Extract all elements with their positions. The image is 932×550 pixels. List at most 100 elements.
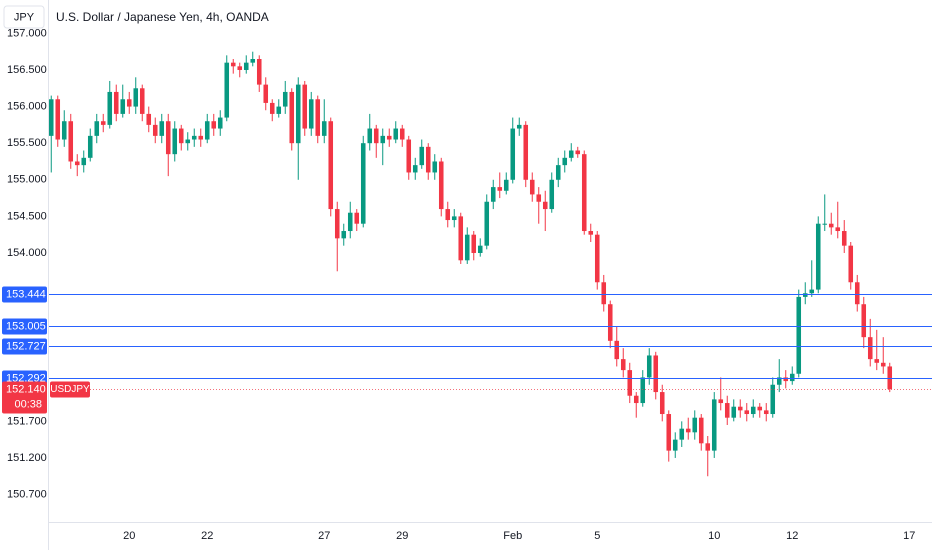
level-label-box	[2, 318, 47, 335]
candle-body	[503, 179, 509, 191]
candle-body	[763, 410, 769, 415]
candle-body	[204, 121, 210, 140]
currency-box[interactable]	[3, 5, 45, 29]
y-tick-label: 151.700	[7, 415, 47, 427]
candle-body	[321, 121, 327, 136]
candle-body	[243, 62, 249, 70]
candle-body	[692, 417, 698, 433]
candle-body	[133, 88, 139, 107]
candle-body	[536, 194, 542, 202]
candle-body	[666, 414, 672, 451]
candle-body	[497, 187, 503, 191]
candle-body	[640, 377, 646, 404]
candle-body	[581, 154, 587, 232]
candle-body	[672, 439, 678, 451]
candle-body	[445, 209, 451, 221]
candle-body	[185, 139, 191, 144]
candle-body	[861, 304, 867, 338]
candle-body	[386, 135, 392, 140]
candle-body	[471, 234, 477, 253]
candle-body	[796, 296, 802, 374]
candle-body	[731, 406, 737, 418]
candle-body	[393, 128, 399, 140]
candle-body	[139, 88, 145, 114]
chart-title: U.S. Dollar / Japanese Yen, 4h, OANDA	[56, 10, 269, 24]
candle-body	[601, 282, 607, 305]
candle-body	[61, 121, 67, 140]
candle-body	[55, 99, 61, 140]
y-tick-label: 156.500	[7, 64, 47, 76]
candle-body	[562, 157, 568, 166]
level-label-box	[2, 338, 47, 355]
candle-body	[750, 406, 756, 415]
candle-body	[367, 128, 373, 144]
candle-body	[542, 201, 548, 210]
x-tick-label: 22	[201, 530, 213, 542]
y-tick-label: 155.000	[7, 174, 47, 186]
candle-body	[302, 84, 308, 129]
candle-body	[841, 231, 847, 246]
candle-body	[510, 128, 516, 180]
candle-body	[68, 121, 74, 162]
candle-body	[178, 128, 184, 144]
last-price-label: 152.140	[6, 383, 46, 395]
axes: 157.000 156.500 156.000 155.500 155.000 154.5…	[2, 27, 915, 542]
candle-body	[107, 91, 113, 125]
candle-body	[529, 179, 535, 195]
last-price-box	[2, 381, 47, 414]
candle-body	[425, 146, 431, 173]
level-label: 153.005	[6, 320, 46, 332]
candle-body	[679, 428, 685, 440]
symbol-tag-box	[50, 381, 90, 398]
candle-body	[289, 91, 295, 144]
candle-body	[809, 289, 815, 294]
candle-body	[191, 135, 197, 140]
candle-body	[412, 165, 418, 173]
candle-body	[373, 128, 379, 144]
candle-body	[334, 209, 340, 239]
candle-body	[490, 187, 496, 202]
candle-body	[380, 135, 386, 144]
candle-body	[633, 395, 639, 404]
level-label: 153.444	[6, 288, 46, 300]
candle-body	[724, 403, 730, 418]
candle-body	[237, 66, 243, 70]
candle-body	[224, 62, 230, 118]
candle-body	[165, 121, 171, 155]
candle-body	[159, 121, 165, 136]
candle-body	[360, 143, 366, 224]
candle-body	[607, 304, 613, 341]
candle-body	[835, 227, 841, 232]
y-tick-label: 151.200	[7, 452, 47, 464]
candle-body	[555, 165, 561, 180]
currency-label: JPY	[14, 11, 35, 23]
x-tick-label: Feb	[503, 530, 522, 542]
candle-body	[100, 121, 106, 125]
candle-body	[432, 161, 438, 173]
candle-body	[211, 121, 217, 129]
candle-body	[705, 443, 711, 451]
candle-body	[477, 245, 483, 253]
candle-body	[848, 245, 854, 283]
candle-body	[217, 117, 223, 129]
candle-body	[653, 355, 659, 393]
candle-body	[94, 121, 100, 136]
candle-body	[295, 84, 301, 144]
candle-body	[783, 377, 789, 382]
level-label: 152.292	[6, 372, 46, 384]
candle-body	[854, 282, 860, 305]
x-tick-label: 5	[594, 530, 600, 542]
candle-body	[516, 124, 522, 129]
x-tick-label: 20	[123, 530, 135, 542]
candle-body	[737, 406, 743, 411]
candle-body	[399, 128, 405, 140]
candle-body	[113, 91, 119, 114]
candle-body	[282, 91, 288, 107]
candle-body	[347, 212, 353, 232]
y-tick-label: 156.000	[7, 100, 47, 112]
candle-body	[594, 234, 600, 283]
candle-body	[126, 99, 132, 107]
